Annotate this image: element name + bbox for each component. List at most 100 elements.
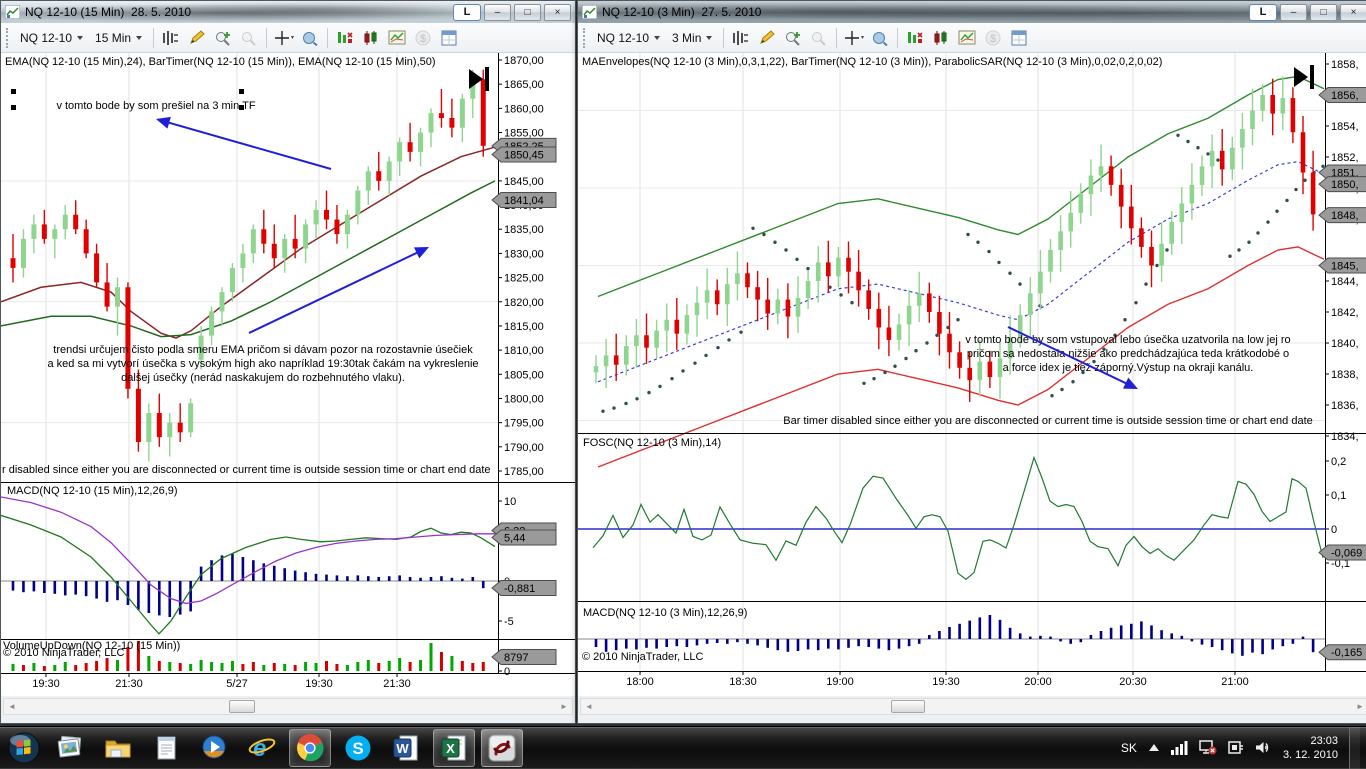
- horizontal-scrollbar[interactable]: ◄ ►: [580, 698, 1366, 715]
- svg-text:21:30: 21:30: [115, 678, 143, 690]
- draw-tools-icon[interactable]: [185, 26, 209, 50]
- svg-text:20:30: 20:30: [1119, 676, 1147, 688]
- taskbar-icon-skype[interactable]: S: [337, 729, 379, 767]
- annotation-text: v tomto bode by som vstupoval lebo úsečk…: [965, 334, 1290, 374]
- data-series-icon[interactable]: [929, 26, 953, 50]
- volume-label: VolumeUpDown(NQ 12-10 (15 Min)): [3, 640, 180, 652]
- scroll-right-icon[interactable]: ►: [1356, 702, 1364, 711]
- svg-text:1810,00: 1810,00: [504, 345, 544, 357]
- svg-text:18:00: 18:00: [626, 676, 654, 688]
- action-center-icon[interactable]: [1228, 740, 1244, 755]
- svg-text:1858,: 1858,: [1331, 59, 1359, 71]
- chart-region-icon[interactable]: [955, 26, 979, 50]
- indicators-icon[interactable]: [333, 26, 357, 50]
- chevron-down-icon: [706, 35, 713, 40]
- price-marker-tag: 1856,: [1318, 87, 1366, 103]
- axis-fosc: 0,2 0,1 0 -0,1: [1325, 456, 1350, 570]
- minimize-button[interactable]: –: [484, 3, 511, 21]
- draw-tools-icon[interactable]: [755, 26, 779, 50]
- svg-text:1841,04: 1841,04: [504, 195, 544, 207]
- svg-text:8797: 8797: [504, 652, 528, 664]
- titlebar[interactable]: NQ 12-10 (3 Min) 27. 5. 2010 L – □ ×: [578, 1, 1366, 23]
- dollar-icon[interactable]: $: [411, 26, 435, 50]
- maximize-button[interactable]: □: [1310, 3, 1337, 21]
- zoom-in-icon[interactable]: [211, 26, 235, 50]
- taskbar-icon-excel[interactable]: X: [433, 728, 475, 767]
- svg-text:19:30: 19:30: [932, 676, 960, 688]
- svg-text:a ked sa mi vytvorí úsečka s v: a ked sa mi vytvorí úsečka s vysokým hig…: [47, 358, 478, 370]
- taskbar-icon-internet-explorer[interactable]: e: [241, 729, 283, 767]
- scrollbar-thumb[interactable]: [229, 700, 255, 713]
- zoom-out-icon[interactable]: [807, 26, 831, 50]
- minimize-button[interactable]: –: [1280, 3, 1307, 21]
- chart-area[interactable]: 1858, 1856, 1854, 1852, 1850, 1848, 1844, 1842,…: [578, 53, 1366, 696]
- scroll-left-icon[interactable]: ◄: [8, 702, 16, 711]
- dollar-icon[interactable]: $: [981, 26, 1005, 50]
- svg-text:1854,: 1854,: [1331, 121, 1359, 133]
- show-hidden-icons-icon[interactable]: [1148, 743, 1160, 753]
- link-button[interactable]: L: [1249, 3, 1277, 21]
- svg-text:18:30: 18:30: [729, 676, 757, 688]
- show-desktop-button[interactable]: [1349, 726, 1360, 769]
- selection-handles: [11, 89, 244, 110]
- chart-window-15min: NQ 12-10 (15 Min) 28. 5. 2010 L – □ × NQ…: [0, 0, 576, 724]
- svg-text:1820,00: 1820,00: [504, 297, 544, 309]
- crosshair-icon[interactable]: [842, 26, 866, 50]
- close-button[interactable]: ×: [1340, 3, 1366, 21]
- interval-dropdown[interactable]: 3 Min: [668, 29, 718, 47]
- magnify-icon[interactable]: [868, 26, 892, 50]
- svg-text:5,44: 5,44: [504, 532, 525, 544]
- toolbar-separator: [153, 27, 155, 48]
- data-series-icon[interactable]: [359, 26, 383, 50]
- taskbar-icon-windows-explorer[interactable]: [97, 729, 139, 767]
- clock[interactable]: 23:03 3. 12. 2010: [1282, 734, 1338, 761]
- scroll-left-icon[interactable]: ◄: [585, 702, 593, 711]
- copyright-label: © 2010 NinjaTrader, LLC: [3, 647, 124, 659]
- zoom-out-icon[interactable]: [237, 26, 261, 50]
- link-button[interactable]: L: [453, 3, 481, 21]
- price-marker-tag: 1845,: [1318, 257, 1366, 274]
- crosshair-icon[interactable]: [272, 26, 296, 50]
- taskbar-icon-chrome[interactable]: [289, 728, 331, 767]
- svg-text:20:00: 20:00: [1024, 676, 1052, 688]
- svg-text:$: $: [990, 33, 996, 45]
- toolbar-grip[interactable]: [6, 27, 10, 48]
- network-disconnected-icon[interactable]: [1199, 740, 1217, 755]
- ninjatrader-chart-icon: [582, 5, 597, 19]
- taskbar-icon-ninjatrader[interactable]: [481, 728, 523, 767]
- scrollbar-thumb[interactable]: [891, 700, 925, 713]
- zoom-in-icon[interactable]: [781, 26, 805, 50]
- titlebar[interactable]: NQ 12-10 (15 Min) 28. 5. 2010 L – □ ×: [1, 1, 575, 23]
- maximize-button[interactable]: □: [514, 3, 541, 21]
- svg-text:19:30: 19:30: [305, 678, 333, 690]
- panel-macd: [1, 496, 498, 635]
- toolbar-grip[interactable]: [583, 27, 587, 48]
- instrument-dropdown[interactable]: NQ 12-10: [16, 29, 89, 47]
- signal-strength-icon[interactable]: [1170, 740, 1188, 755]
- start-button[interactable]: [2, 728, 46, 768]
- taskbar-icon-media-player[interactable]: [193, 729, 235, 767]
- bar-type-icon[interactable]: [729, 26, 753, 50]
- price-marker-tag: -0,881: [491, 580, 557, 597]
- instrument-dropdown[interactable]: NQ 12-10: [593, 29, 666, 47]
- taskbar-icon-word[interactable]: W: [385, 729, 427, 767]
- chart-area[interactable]: 1870,001865,001860,001855,001850,001845,…: [1, 53, 575, 696]
- svg-text:1836,: 1836,: [1331, 400, 1359, 412]
- chart-properties-icon[interactable]: [1007, 26, 1031, 50]
- scroll-right-icon[interactable]: ►: [560, 702, 568, 711]
- bar-type-icon[interactable]: [159, 26, 183, 50]
- speaker-icon[interactable]: [1255, 740, 1272, 755]
- svg-text:1825,00: 1825,00: [504, 273, 544, 285]
- magnify-icon[interactable]: [298, 26, 322, 50]
- price-marker-tag: 8797: [491, 649, 557, 665]
- svg-text:1834,: 1834,: [1331, 431, 1359, 443]
- close-button[interactable]: ×: [544, 3, 571, 21]
- indicators-icon[interactable]: [903, 26, 927, 50]
- language-indicator[interactable]: SK: [1120, 740, 1137, 755]
- taskbar-icon-photo-viewer[interactable]: [49, 729, 91, 767]
- horizontal-scrollbar[interactable]: ◄ ►: [3, 698, 573, 715]
- chart-region-icon[interactable]: [385, 26, 409, 50]
- interval-dropdown[interactable]: 15 Min: [91, 29, 148, 47]
- chart-properties-icon[interactable]: [437, 26, 461, 50]
- taskbar-icon-notepad[interactable]: [145, 729, 187, 767]
